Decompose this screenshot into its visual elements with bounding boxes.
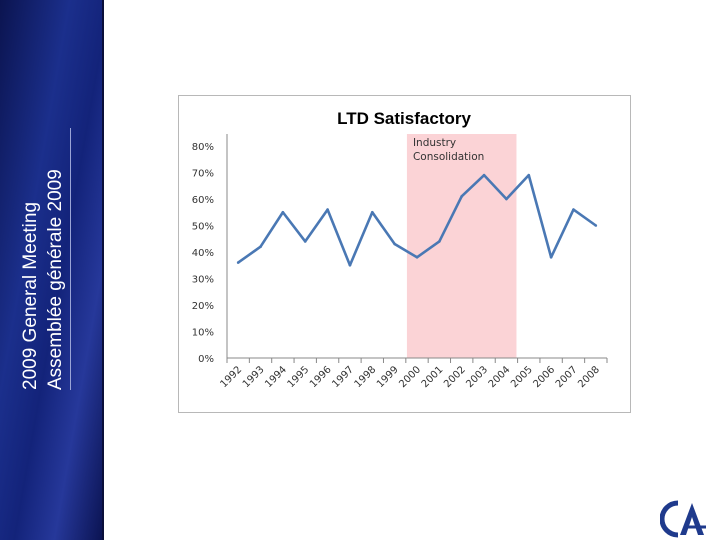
- x-tick-label: 2007: [554, 364, 580, 390]
- chart-frame: LTD Satisfactory Industry Consolidation …: [178, 95, 631, 413]
- x-tick-label: 2004: [487, 364, 513, 390]
- y-tick-label: 80%: [192, 142, 214, 153]
- data-point: [303, 240, 307, 243]
- x-tick-label: 2008: [576, 364, 602, 390]
- x-tick-label: 2005: [509, 364, 535, 390]
- y-tick-label: 40%: [192, 248, 214, 259]
- x-tick-label: 1992: [219, 364, 245, 390]
- y-tick-label: 70%: [192, 169, 214, 180]
- data-point: [415, 256, 419, 259]
- data-point: [326, 208, 329, 211]
- x-tick-label: 1995: [286, 364, 312, 390]
- data-point: [259, 245, 262, 248]
- x-tick-label: 1994: [263, 364, 289, 390]
- x-tick-label: 2000: [397, 364, 423, 390]
- x-tick-label: 2003: [464, 364, 490, 390]
- sidebar-title-underline: [70, 128, 71, 390]
- data-point: [348, 263, 352, 267]
- line-chart: LTD Satisfactory Industry Consolidation …: [192, 109, 608, 390]
- y-tick-label: 0%: [198, 354, 214, 365]
- data-point: [482, 173, 486, 177]
- y-tick-label: 30%: [192, 275, 214, 286]
- logo-a-shape: [680, 503, 704, 535]
- chart-title: LTD Satisfactory: [337, 109, 471, 128]
- y-tick-label: 20%: [192, 301, 214, 312]
- logo-arc: [660, 500, 679, 538]
- x-tick-label: 2006: [531, 364, 557, 390]
- sidebar-title-english: 2009 General Meeting: [20, 201, 41, 390]
- data-point: [549, 256, 553, 259]
- x-tick-label: 1998: [353, 364, 379, 390]
- sidebar-panel: 2009 General Meeting Assemblée générale …: [0, 0, 104, 540]
- data-point: [572, 208, 575, 211]
- x-tick-label: 1993: [241, 364, 267, 390]
- sidebar-edge: [102, 0, 104, 540]
- data-point: [393, 242, 396, 246]
- sidebar-title-french: Assemblée générale 2009: [45, 169, 66, 390]
- data-point: [505, 197, 508, 201]
- data-point: [438, 240, 441, 243]
- association-logo: [660, 500, 706, 538]
- y-tick-label: 50%: [192, 222, 214, 233]
- data-point: [236, 261, 240, 264]
- x-tick-label: 1996: [308, 364, 334, 390]
- shade-label-line2: Consolidation: [413, 151, 484, 163]
- x-tick-label: 2001: [420, 364, 446, 390]
- data-point: [527, 173, 531, 177]
- shade-label-line1: Industry: [413, 137, 456, 149]
- data-point: [460, 195, 464, 198]
- data-point: [281, 210, 285, 214]
- y-tick-label: 60%: [192, 195, 214, 206]
- x-tick-label: 2002: [442, 364, 468, 390]
- data-point: [370, 210, 374, 214]
- sidebar-title-block: 2009 General Meeting Assemblée générale …: [18, 100, 78, 390]
- data-point: [594, 224, 598, 227]
- x-tick-label: 1999: [375, 364, 401, 390]
- y-tick-label: 10%: [192, 328, 214, 339]
- x-tick-label: 1997: [330, 364, 356, 390]
- consolidation-shade: [406, 134, 517, 358]
